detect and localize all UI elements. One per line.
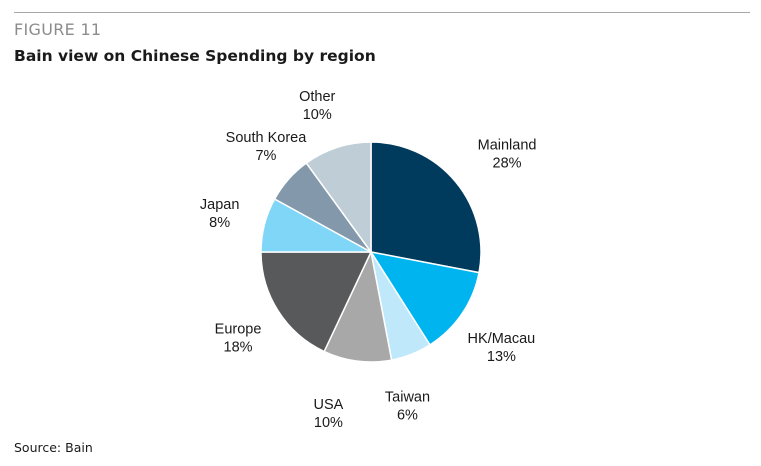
slice-value-label: 7% [255,148,276,164]
slice-value-label: 6% [397,408,418,424]
slice-label: Other [299,89,335,105]
slice-label: South Korea [226,130,308,146]
slice-value-label: 28% [493,156,522,172]
pie-slice-mainland [370,141,482,274]
top-rule [14,12,750,13]
source-note: Source: Bain [14,440,93,455]
slice-label: HK/Macau [468,331,536,347]
slice-label: Mainland [478,138,537,154]
slice-label: Taiwan [385,390,430,406]
slice-label: USA [314,397,344,413]
slice-value-label: 8% [209,215,230,231]
slice-label: Europe [215,321,262,337]
slice-value-label: 18% [224,339,253,355]
slice-label: Japan [200,197,240,213]
slice-value-label: 10% [303,107,332,123]
figure-label: FIGURE 11 [14,20,102,39]
slice-value-label: 10% [314,415,343,431]
pie-slice-europe [260,251,373,353]
pie-slice-hk-macau [369,250,480,346]
slice-value-label: 13% [487,349,516,365]
pie-slice-other [305,141,372,255]
chart-title: Bain view on Chinese Spending by region [14,47,376,65]
